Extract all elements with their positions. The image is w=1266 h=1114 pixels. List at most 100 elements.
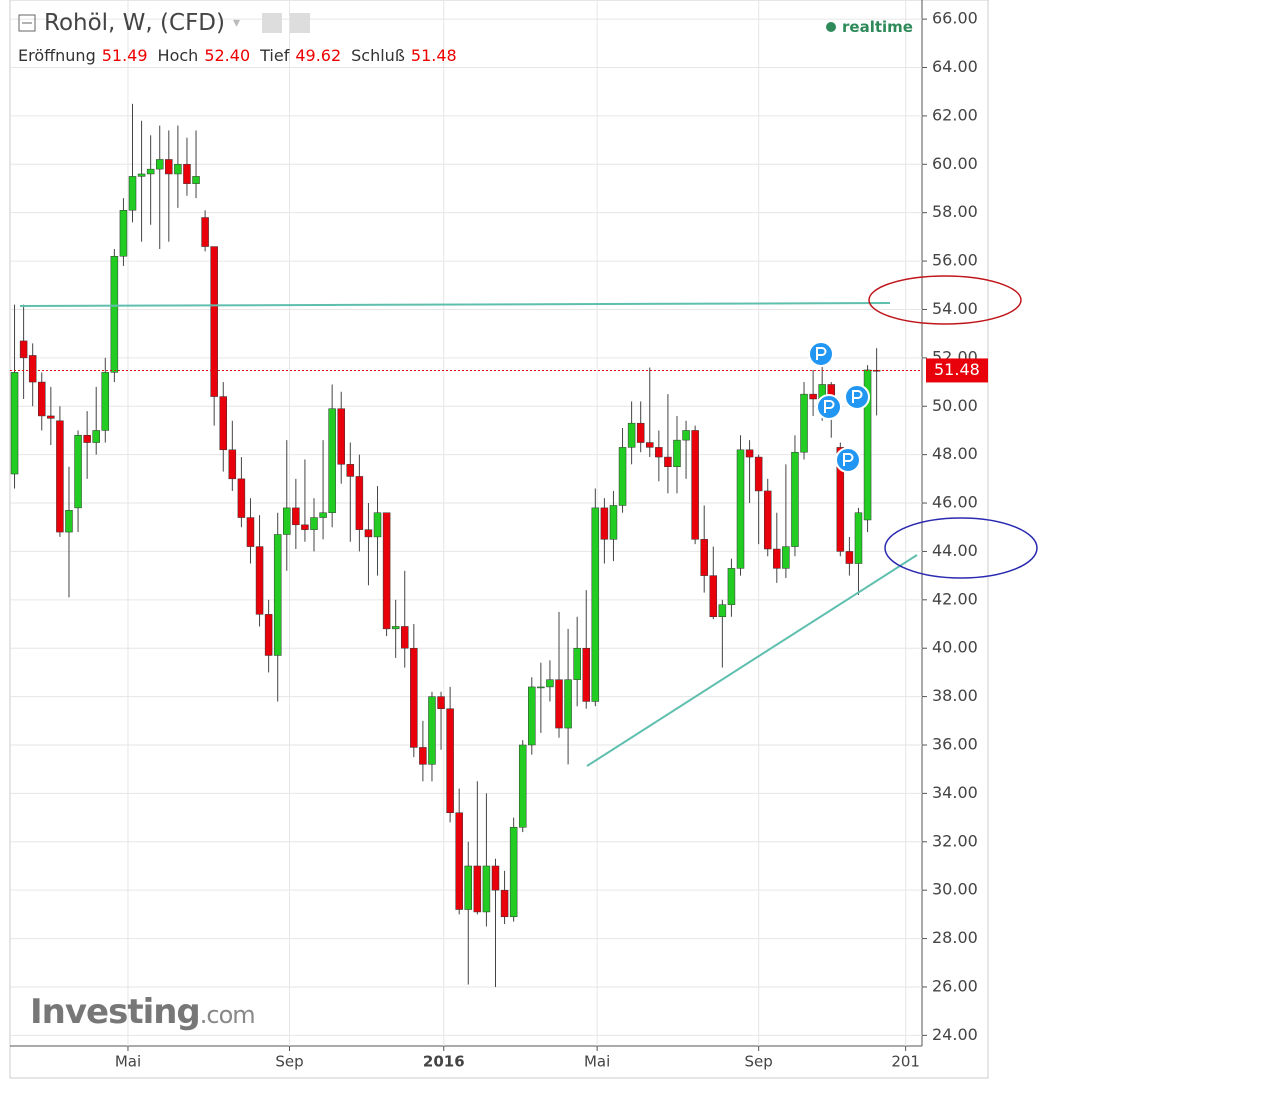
- candle-body: [328, 408, 336, 513]
- candle-body: [809, 393, 817, 400]
- candle-body: [146, 168, 155, 175]
- dropdown-arrow[interactable]: ▾: [233, 15, 241, 31]
- candle-body: [473, 865, 482, 913]
- candle-body: [382, 512, 391, 630]
- candle-body: [110, 255, 119, 373]
- candle-body: [464, 865, 473, 910]
- y-tick-label: 28.00: [932, 928, 978, 947]
- resistance-line: [19, 302, 891, 307]
- axes: 24.00 26.00 28.00 30.00 32.00 34.00 36.00 38.00…: [115, 9, 988, 1071]
- candle-body: [83, 435, 91, 443]
- snapshot-button[interactable]: [262, 13, 283, 33]
- candle-body: [646, 442, 654, 448]
- candle-body: [301, 524, 309, 530]
- candle-body: [872, 369, 881, 372]
- realtime-status: realtime: [826, 18, 913, 36]
- trend-line: [586, 554, 918, 767]
- candle-body: [664, 456, 672, 467]
- candle-body: [446, 708, 454, 813]
- candle-body: [845, 551, 854, 564]
- y-tick-label: 66.00: [932, 9, 978, 28]
- candle-body: [709, 575, 718, 618]
- y-tick-label: 38.00: [932, 686, 978, 705]
- y-tick-label: 36.00: [932, 734, 978, 753]
- candle-body: [346, 464, 355, 477]
- y-tick-label: 44.00: [932, 541, 978, 560]
- candle-body: [410, 647, 418, 748]
- candle-body: [373, 512, 382, 538]
- candle-body: [428, 696, 436, 765]
- candle-body: [800, 393, 808, 453]
- highlight-ellipse: [868, 275, 1022, 325]
- candle-body: [391, 626, 400, 630]
- candle-body: [246, 517, 255, 547]
- candle-body: [19, 340, 28, 359]
- candle-body: [836, 447, 845, 552]
- candle-body: [219, 396, 228, 451]
- x-tick-label: Sep: [275, 1053, 303, 1071]
- ohlc-label: Tief: [260, 46, 290, 65]
- candle-body: [854, 512, 863, 564]
- candle-body: [364, 529, 373, 538]
- candle-body: [237, 478, 246, 518]
- candle-body: [555, 679, 563, 729]
- y-tick-label: 54.00: [932, 299, 978, 318]
- watermark: Investing.com: [30, 992, 256, 1032]
- candle-body: [119, 210, 128, 257]
- candle-body: [736, 449, 745, 569]
- title-row: Rohöl, W, (CFD) ▾: [18, 10, 461, 36]
- candle-body: [228, 449, 237, 480]
- candle-body: [718, 604, 727, 618]
- event-markers[interactable]: [808, 341, 870, 473]
- candle-body: [255, 546, 264, 615]
- candle-body: [10, 372, 19, 475]
- candle-body: [773, 548, 781, 569]
- settings-button[interactable]: [290, 13, 311, 33]
- grid: [10, 0, 922, 1046]
- watermark-suffix: .com: [199, 1001, 256, 1029]
- y-tick-label: 34.00: [932, 783, 978, 802]
- x-tick-label: 201: [891, 1053, 920, 1071]
- y-tick-label: 30.00: [932, 880, 978, 899]
- candle-body: [74, 435, 82, 509]
- ohlc-value: 49.62: [295, 46, 342, 65]
- y-tick-label: 46.00: [932, 493, 978, 512]
- candle-body: [165, 159, 173, 175]
- y-tick-label: 64.00: [932, 57, 978, 76]
- x-tick-label: 2016: [423, 1053, 465, 1071]
- y-tick-label: 48.00: [932, 444, 978, 463]
- ohlc-row: Eröffnung 51.49 Hoch 52.40 Tief 49.62 Schluß 51…: [18, 46, 461, 65]
- last-price-box: [926, 358, 988, 383]
- candle-body: [791, 451, 799, 547]
- ohlc-value: 52.40: [204, 46, 251, 65]
- ohlc-label: Hoch: [157, 46, 199, 65]
- candle-body: [283, 507, 291, 535]
- legend-header: Rohöl, W, (CFD) ▾ Eröffnung 51.49 Hoch 52.4…: [18, 10, 461, 65]
- candle-body: [782, 546, 790, 569]
- candle-body: [727, 568, 736, 605]
- candle-body: [627, 422, 636, 448]
- drawings: [19, 275, 1038, 767]
- collapse-icon[interactable]: [18, 14, 36, 32]
- candle-body: [754, 456, 763, 492]
- candle-body: [28, 355, 37, 383]
- marker-glyph: [816, 347, 863, 466]
- candle-body: [137, 173, 146, 177]
- x-tick-label: Mai: [584, 1053, 610, 1071]
- candle-body: [337, 408, 345, 465]
- candle-body: [582, 647, 590, 702]
- candle-body: [700, 539, 708, 576]
- candle-body: [47, 415, 55, 419]
- candle-body: [319, 512, 327, 518]
- candle-body: [400, 626, 409, 649]
- candle-body: [183, 164, 191, 184]
- candle-body: [763, 490, 772, 550]
- candle-body: [745, 449, 754, 458]
- candle-body: [92, 430, 100, 443]
- candle-body: [310, 517, 318, 530]
- candle-body: [437, 696, 445, 709]
- y-tick-label: 56.00: [932, 251, 978, 270]
- ohlc-value: 51.48: [410, 46, 457, 65]
- candle-body: [564, 679, 572, 729]
